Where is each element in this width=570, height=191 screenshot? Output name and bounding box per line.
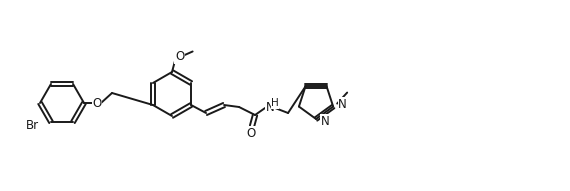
Text: O: O [246,126,256,139]
Text: N: N [338,98,347,111]
Text: O: O [175,50,184,63]
Text: N: N [321,114,330,128]
Text: O: O [92,96,101,109]
Text: N: N [266,100,274,113]
Text: Br: Br [26,119,39,132]
Text: H: H [271,98,279,108]
